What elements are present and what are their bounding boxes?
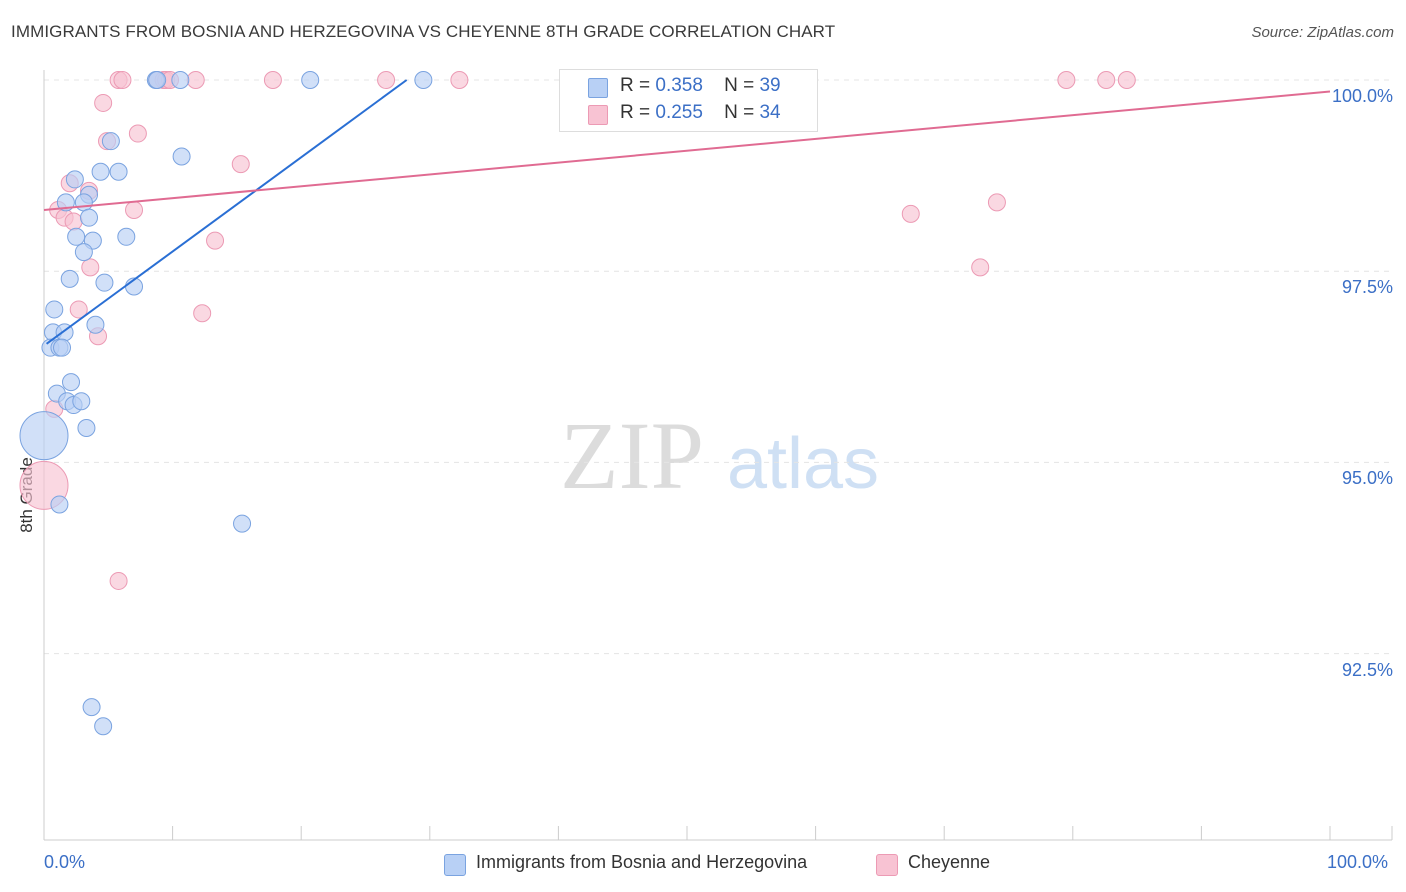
bosnia-point[interactable] [62, 373, 81, 392]
x-tick-label-min: 0.0% [44, 852, 86, 872]
bosnia-point[interactable] [148, 71, 167, 89]
r-value: 0.358 [655, 75, 703, 96]
cheyenne-point[interactable] [263, 71, 282, 89]
cheyenne-point[interactable] [450, 71, 469, 89]
bosnia-point[interactable] [91, 162, 110, 181]
legend-swatch-cheyenne [876, 854, 898, 876]
cheyenne-point[interactable] [125, 201, 144, 220]
cheyenne-trendline [43, 90, 1331, 212]
bosnia-point[interactable] [171, 71, 190, 89]
cheyenne-point[interactable] [81, 258, 100, 277]
cheyenne-point[interactable] [987, 193, 1006, 212]
watermark-zip: ZIP [560, 402, 704, 509]
y-tick-label: 95.0% [1341, 468, 1393, 489]
cheyenne-point[interactable] [901, 204, 920, 223]
n-label: N = [724, 75, 755, 96]
stats-text-blue: R = 0.358 N = 39 [620, 75, 781, 97]
bosnia-point[interactable] [101, 132, 120, 151]
bosnia-point[interactable] [109, 162, 128, 181]
cheyenne-point[interactable] [193, 304, 212, 323]
cheyenne-point[interactable] [94, 93, 113, 112]
legend-swatch-pink [588, 105, 608, 125]
cheyenne-point[interactable] [377, 71, 396, 89]
cheyenne-point[interactable] [1057, 71, 1076, 89]
stats-text-pink: R = 0.255 N = 34 [620, 102, 781, 124]
cheyenne-point[interactable] [971, 258, 990, 277]
series-legend: Immigrants from Bosnia and Herzegovina C… [0, 852, 1406, 878]
stats-legend: R = 0.358 N = 39 R = 0.255 N = 34 [559, 69, 818, 132]
cheyenne-point[interactable] [69, 300, 88, 319]
cheyenne-point[interactable] [1117, 71, 1136, 89]
bosnia-point[interactable] [74, 193, 93, 212]
n-value: 34 [759, 102, 781, 123]
bosnia-point[interactable] [67, 227, 86, 246]
cheyenne-point[interactable] [186, 71, 205, 89]
bosnia-point[interactable] [86, 315, 105, 334]
source-label: Source: ZipAtlas.com [1251, 24, 1394, 41]
legend-swatch-bosnia [444, 854, 466, 876]
cheyenne-point[interactable] [1097, 71, 1116, 89]
bosnia-point[interactable] [60, 269, 79, 288]
y-tick-label: 100.0% [1331, 86, 1393, 106]
bosnia-point[interactable] [301, 71, 320, 89]
bosnia-point[interactable] [94, 717, 113, 736]
r-label: R = [620, 75, 651, 96]
legend-swatch-blue [588, 78, 608, 98]
cheyenne-point[interactable] [64, 212, 83, 231]
chart-title: IMMIGRANTS FROM BOSNIA AND HERZEGOVINA V… [11, 22, 836, 41]
legend-label-cheyenne: Cheyenne [908, 852, 991, 872]
bosnia-point[interactable] [172, 147, 191, 166]
bosnia-trendline [45, 79, 408, 345]
cheyenne-point[interactable] [231, 155, 250, 174]
bosnia-point[interactable] [77, 418, 96, 437]
bosnia-point[interactable] [53, 338, 72, 357]
y-tick-label: 97.5% [1341, 277, 1393, 298]
bosnia-point[interactable] [45, 300, 64, 319]
bosnia-point[interactable] [414, 71, 433, 89]
bosnia-point[interactable] [65, 170, 84, 189]
bosnia-point[interactable] [50, 495, 69, 514]
cheyenne-point[interactable] [206, 231, 225, 250]
bosnia-point[interactable] [80, 208, 99, 227]
r-label: R = [620, 102, 651, 123]
bosnia-point[interactable] [74, 243, 93, 262]
legend-label-bosnia: Immigrants from Bosnia and Herzegovina [476, 852, 808, 872]
bosnia-point[interactable] [82, 698, 101, 717]
cheyenne-point[interactable] [113, 71, 132, 89]
watermark-atlas: atlas [727, 424, 879, 504]
bosnia-point[interactable] [72, 392, 91, 411]
x-tick-label-max: 100.0% [1327, 852, 1389, 872]
n-value: 39 [759, 75, 781, 96]
bosnia-point[interactable] [19, 411, 69, 461]
watermark: ZIP atlas [560, 402, 879, 509]
bosnia-point[interactable] [233, 514, 252, 533]
cheyenne-point[interactable] [109, 571, 128, 590]
r-value: 0.255 [655, 102, 703, 123]
n-label: N = [724, 102, 755, 123]
bosnia-point[interactable] [95, 273, 114, 292]
cheyenne-point[interactable] [128, 124, 147, 143]
y-tick-label: 92.5% [1341, 659, 1393, 680]
bosnia-point[interactable] [117, 227, 136, 246]
